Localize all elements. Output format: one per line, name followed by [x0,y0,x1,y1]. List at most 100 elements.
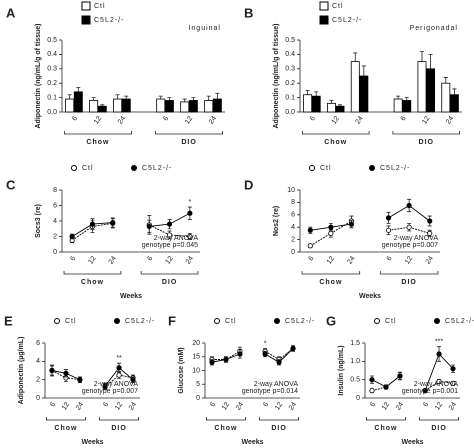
legend-swatch [54,318,60,324]
group-label: DIO [419,139,434,146]
error-bar [419,51,424,62]
legend-label: C5L2-/- [285,318,315,325]
error-bar [76,87,81,92]
point [436,351,442,357]
bar [156,98,166,113]
legend-swatch [434,318,440,324]
bar [121,98,131,113]
point [290,345,296,352]
x-tick-label: 24 [208,115,218,125]
y-tick-label: 10 [192,367,200,374]
error-bar [158,95,163,100]
stat-note: 2-way ANOVA [414,381,459,388]
group-bracket [63,271,122,275]
error-bar [404,97,409,101]
x-tick-label: 6 [102,401,110,408]
point [427,230,433,236]
point [307,227,313,233]
y-tick-label: 0.1 [47,94,57,101]
y-axis-label: Socs3 (re) [35,204,42,238]
y-tick-label: 2 [291,236,295,243]
group-bracket [140,271,199,275]
bar [393,98,403,113]
error-bar [428,54,433,69]
y-axis-label: Glucose (mM) [178,347,185,393]
group-bracket [301,271,361,275]
y-tick-label: 2 [36,377,40,384]
group-bracket [259,417,300,421]
error-bar [167,97,172,101]
bar [204,100,214,113]
x-axis-label: Weeks [241,439,263,446]
error-bar [147,219,152,234]
panel-label: B [244,5,253,20]
group-label: DIO [401,279,416,286]
group-bracket [365,417,406,421]
point [328,230,334,236]
stat-note: genotype p=0.007 [382,242,438,249]
x-tick-label: 24 [445,115,455,125]
bar [426,68,436,113]
panel-label: D [244,177,253,192]
y-tick-label: 6 [53,202,57,209]
y-tick-label: 0 [196,395,200,402]
legend-swatch [81,15,91,25]
x-tick-label: 12 [274,401,284,411]
legend-swatch [319,15,329,25]
error-bar [353,52,358,62]
x-tick-label: 6 [146,255,154,262]
legend-swatch [319,1,329,11]
bar [188,100,198,113]
error-bar [452,88,457,95]
stat-note: genotype p=0.014 [242,388,298,395]
point [223,356,229,363]
x-tick-label: 24 [448,401,458,411]
point [422,388,428,394]
point [369,377,375,383]
y-tick-label: 0.2 [285,80,295,87]
stat-note: 2-way ANOVA [394,235,439,242]
group-bracket [301,131,370,135]
group-label: DIO [271,425,286,432]
error-bar [91,97,96,101]
y-axis-label: Adiponectin (ng/mL/g of tissue) [273,24,280,129]
x-tick-label: 12 [93,115,103,125]
panel-label: C [6,177,16,192]
error-bar [187,206,192,220]
significance: *** [435,339,443,346]
y-tick-label: 0 [356,395,360,402]
y-tick-label: 0.5 [285,37,295,44]
x-tick-label: 12 [61,401,71,411]
y-tick-label: 4 [36,358,40,365]
x-tick-label: 24 [235,401,245,411]
error-bar [206,95,211,101]
error-bar [115,94,120,100]
x-tick-label: 24 [288,401,298,411]
point [385,227,392,233]
x-tick-label: 6 [71,115,79,122]
x-tick-label: 12 [434,401,444,411]
point [102,383,108,389]
x-tick-label: 6 [386,255,394,262]
error-bar [314,91,319,97]
x-tick-label: 6 [262,401,270,408]
x-tick-label: 24 [425,255,435,265]
bar [65,98,75,113]
bar [449,94,459,113]
group-label: Chow [86,139,109,146]
bar [417,61,427,113]
point [187,233,193,240]
error-bar [407,198,412,213]
bar [212,98,222,113]
x-tick-label: 12 [421,115,431,125]
error-bar [191,97,196,101]
x-tick-label: 6 [209,401,217,408]
y-tick-label: 0 [36,395,40,402]
point [397,373,403,379]
bar [359,75,369,113]
error-bar [305,90,310,95]
legend-label: C5L2-/- [445,318,474,325]
bar [350,61,360,113]
legend-swatch [71,165,77,171]
